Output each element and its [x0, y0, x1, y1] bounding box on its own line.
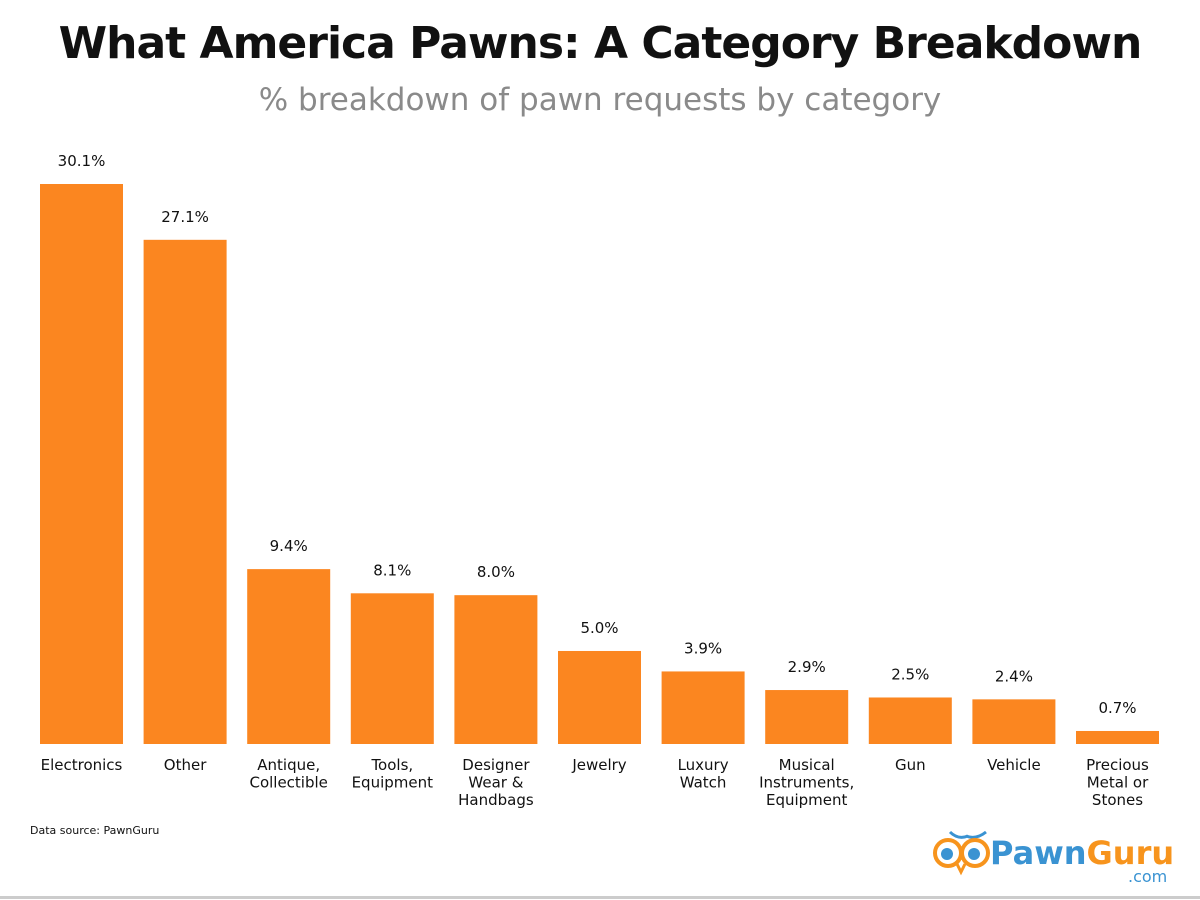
bar	[1076, 730, 1159, 744]
data-source: Data source: PawnGuru	[30, 824, 160, 837]
category-label: Musical	[779, 756, 835, 774]
category-label: Collectible	[249, 774, 327, 792]
data-label: 5.0%	[580, 619, 618, 637]
bar	[558, 650, 641, 744]
category-label: Equipment	[352, 774, 434, 792]
category-label: Antique,	[257, 756, 320, 774]
data-label: 27.1%	[161, 208, 209, 226]
category-label: Other	[164, 756, 207, 774]
category-label: Vehicle	[987, 756, 1041, 774]
data-label: 3.9%	[684, 639, 722, 657]
category-label: Equipment	[766, 791, 848, 809]
owl-eye-icon	[960, 838, 990, 868]
category-label: Electronics	[41, 756, 123, 774]
bar	[350, 593, 434, 744]
bar	[868, 697, 952, 744]
bar	[247, 569, 331, 744]
bar	[143, 239, 227, 744]
data-label: 9.4%	[270, 537, 308, 555]
bar	[765, 690, 849, 744]
bar	[454, 595, 538, 744]
category-label: Instruments,	[759, 774, 854, 792]
data-label: 8.0%	[477, 563, 515, 581]
bar	[972, 699, 1056, 744]
category-label: Tools,	[370, 756, 413, 774]
category-label: Designer	[462, 756, 530, 774]
category-label: Watch	[680, 774, 727, 792]
chart-subtitle: % breakdown of pawn requests by category	[258, 82, 942, 118]
category-label: Stones	[1092, 791, 1143, 809]
category-label: Gun	[895, 756, 926, 774]
category-label: Luxury	[678, 756, 729, 774]
pawnguru-logo: PawnGuru .com	[933, 830, 1174, 886]
data-label: 0.7%	[1098, 699, 1136, 717]
bottom-divider	[0, 896, 1200, 899]
category-label: Precious	[1086, 756, 1149, 774]
bar	[40, 184, 123, 744]
category-label: Metal or	[1087, 774, 1149, 792]
category-label: Wear &	[468, 774, 523, 792]
owl-brow-icon	[948, 830, 987, 839]
bar-chart: 30.1% Electronics 27.1% Other 9.4% Antique,Co…	[40, 152, 1159, 809]
data-label: 8.1%	[373, 561, 411, 579]
category-label: Handbags	[458, 791, 534, 809]
data-label: 2.9%	[788, 658, 826, 676]
chart-title: What America Pawns: A Category Breakdown	[58, 18, 1143, 69]
category-label: Jewelry	[571, 756, 626, 774]
data-label: 2.5%	[891, 665, 929, 683]
bar	[661, 671, 745, 744]
data-label: 2.4%	[995, 667, 1033, 685]
svg-text:.com: .com	[1128, 867, 1167, 886]
svg-text:PawnGuru: PawnGuru	[990, 834, 1174, 872]
data-label: 30.1%	[58, 152, 106, 170]
